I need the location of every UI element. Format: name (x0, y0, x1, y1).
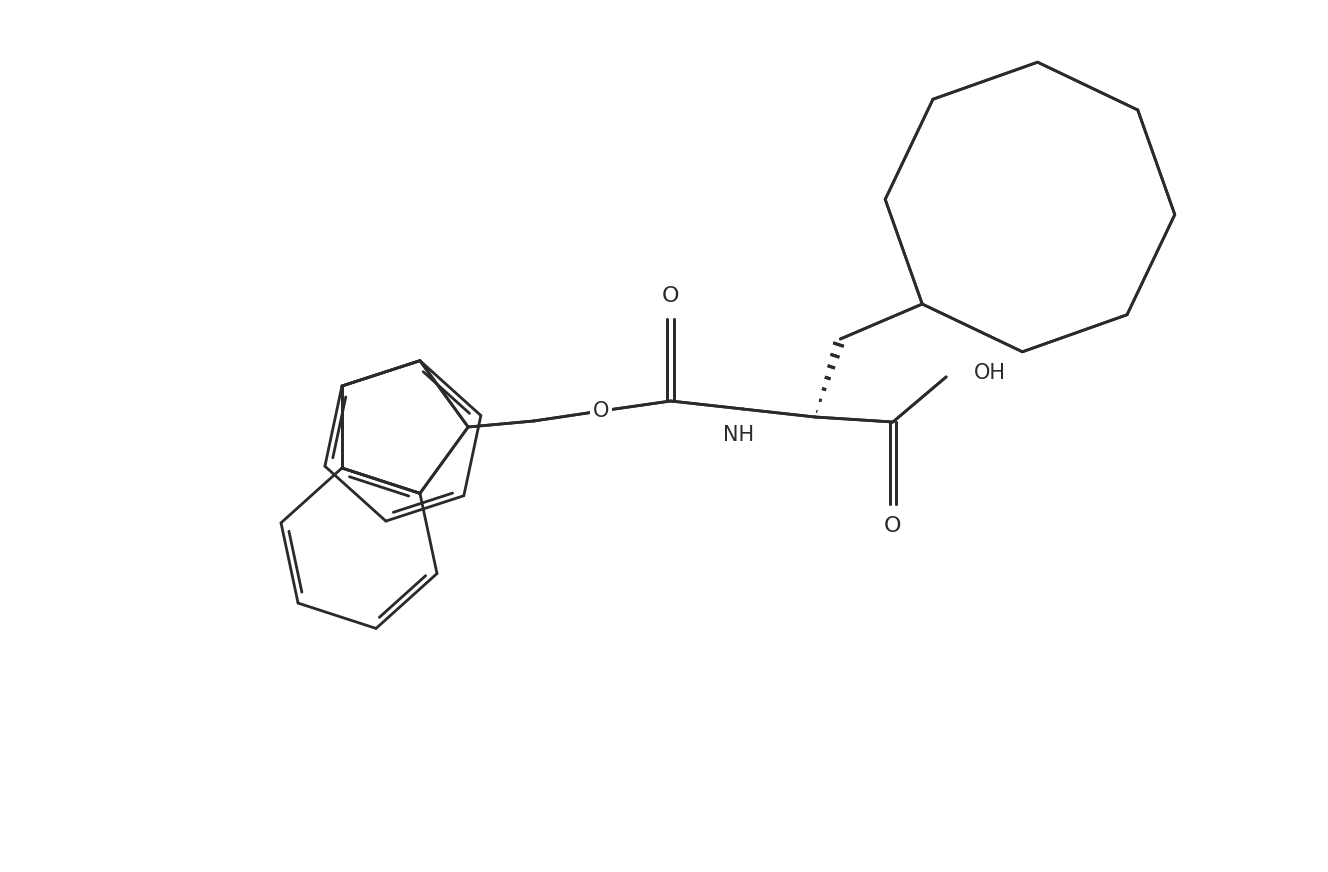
Text: OH: OH (975, 363, 1007, 383)
Text: O: O (661, 286, 680, 306)
Text: NH: NH (724, 423, 754, 443)
Text: O: O (661, 288, 680, 308)
Text: O: O (884, 515, 902, 535)
Text: OH: OH (975, 363, 1007, 383)
Text: O: O (592, 401, 610, 421)
Text: O: O (592, 401, 610, 421)
Text: O: O (884, 516, 902, 536)
Text: NH: NH (724, 425, 754, 445)
